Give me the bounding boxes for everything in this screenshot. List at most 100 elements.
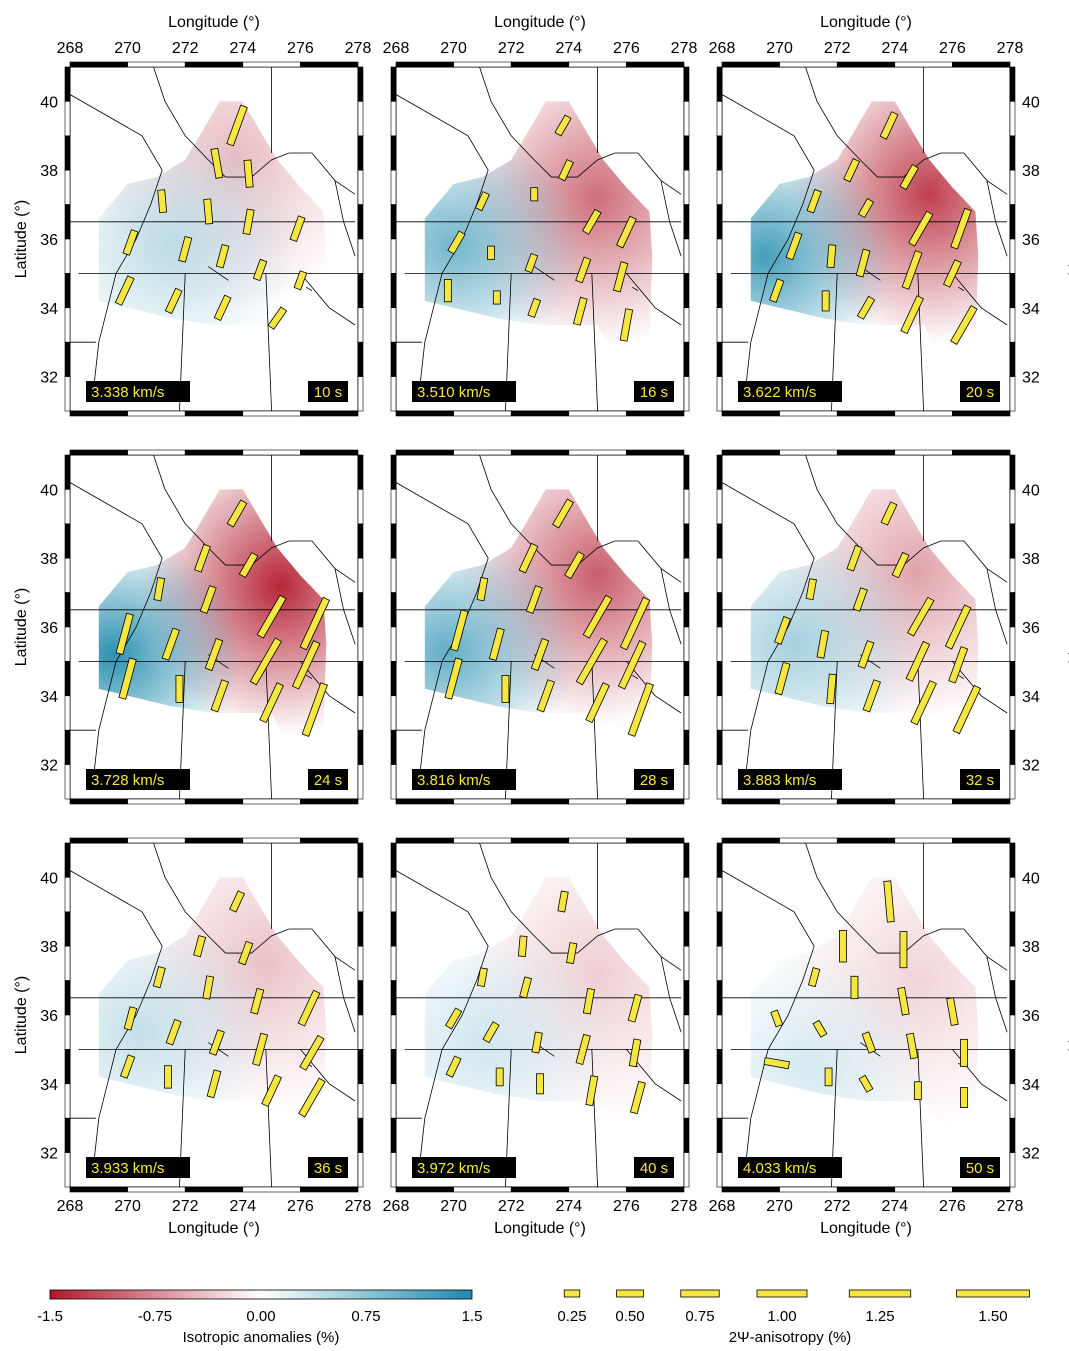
colorbar-title: Isotropic anomalies (%) xyxy=(183,1329,340,1346)
anisotropy-bar xyxy=(527,297,542,318)
frame-segment xyxy=(390,1083,397,1119)
x-tick-label: 270 xyxy=(440,40,467,57)
anisotropy-bar xyxy=(202,975,215,1000)
anisotropy-bar xyxy=(447,230,466,255)
anisotropy-bar xyxy=(612,261,629,293)
period-label: 40 s xyxy=(640,1160,668,1177)
frame-segment xyxy=(779,410,838,417)
period-label-box xyxy=(634,381,674,402)
frame-segment xyxy=(716,729,723,765)
y-tick-label: 40 xyxy=(40,94,58,111)
anisotropy-bar xyxy=(299,1034,325,1071)
frame-segment xyxy=(390,911,397,947)
frame-segment xyxy=(64,592,71,628)
frame-segment xyxy=(683,911,690,947)
frame-segment xyxy=(453,410,512,417)
anisotropy-bar xyxy=(115,612,134,655)
anisotropy-bar xyxy=(627,993,643,1023)
anisotropy-bar xyxy=(899,931,908,969)
y-tick-label: 38 xyxy=(40,939,58,956)
frame-segment xyxy=(357,101,364,137)
map-frame-checker xyxy=(64,837,364,1193)
frame-segment xyxy=(716,557,723,593)
period-label: 20 s xyxy=(966,384,994,401)
velocity-label-box xyxy=(412,381,516,402)
anisotropy-bar xyxy=(178,235,193,263)
border-line xyxy=(626,661,682,714)
anisotropy-bar xyxy=(554,114,572,137)
frame-segment xyxy=(1009,1014,1016,1050)
border-line xyxy=(265,1049,272,1187)
frame-segment xyxy=(390,1049,397,1085)
x-axis-title: Longitude (°) xyxy=(494,1220,586,1237)
velocity-label: 3.622 km/s xyxy=(743,384,816,401)
anisotropy-bar xyxy=(566,942,578,965)
anisotropy-legend-bar xyxy=(616,1289,644,1298)
anisotropy-legend-bar xyxy=(563,1289,581,1298)
frame-segment xyxy=(390,341,397,377)
frame-segment xyxy=(357,729,364,765)
anisotropy-bar xyxy=(250,987,265,1015)
anisotropy-bar xyxy=(242,208,255,236)
frame-segment xyxy=(1009,66,1016,102)
border-line xyxy=(986,568,1008,645)
frame-segment xyxy=(1009,911,1016,947)
frame-segment xyxy=(683,204,690,240)
anisotropy-bar xyxy=(616,215,637,249)
anisotropy-bar xyxy=(858,1074,874,1093)
anisotropy-bar xyxy=(531,1031,543,1054)
map-frame-checker xyxy=(716,61,1016,417)
anisotropy-bar xyxy=(243,159,254,188)
anisotropy-bar xyxy=(816,629,830,659)
frame-segment xyxy=(683,238,690,274)
anisotropy-bar xyxy=(518,542,539,574)
x-tick-label: 274 xyxy=(555,40,582,57)
frame-segment xyxy=(1009,980,1016,1016)
anisotropy-bar xyxy=(850,975,859,1000)
y-axis-title: Latitude (°) xyxy=(13,200,30,278)
frame-segment xyxy=(390,238,397,274)
frame-segment xyxy=(69,837,128,844)
anisotropy-bar xyxy=(901,250,923,290)
anisotropy-bar xyxy=(826,244,837,269)
frame-segment xyxy=(952,449,1011,456)
anisotropy-bar xyxy=(582,208,602,235)
anisotropy-bar xyxy=(826,673,837,705)
frame-segment xyxy=(69,61,128,68)
anisotropy-bar xyxy=(769,278,785,303)
anisotropy-bar xyxy=(210,679,229,713)
fast-anomaly xyxy=(750,946,939,1126)
frame-segment xyxy=(300,837,359,844)
anisotropy-legend-bar xyxy=(756,1289,808,1298)
x-axis-title: Longitude (°) xyxy=(820,14,912,31)
border-line xyxy=(957,674,965,679)
x-tick-label: 268 xyxy=(383,1198,410,1215)
frame-segment xyxy=(184,798,244,805)
x-tick-label: 278 xyxy=(671,40,698,57)
x-tick-label: 276 xyxy=(287,1198,314,1215)
frame-segment xyxy=(242,837,301,844)
frame-segment xyxy=(300,410,359,417)
frame-segment xyxy=(453,837,512,844)
frame-segment xyxy=(510,837,570,844)
anisotropy-bar xyxy=(557,159,574,182)
map-panel: 3.816 km/s 28 s xyxy=(390,449,690,805)
velocity-label: 3.728 km/s xyxy=(91,772,164,789)
frame-segment xyxy=(721,837,780,844)
border-line xyxy=(153,455,290,566)
frame-segment xyxy=(1009,945,1016,981)
frame-segment xyxy=(390,729,397,765)
frame-segment xyxy=(683,273,690,309)
frame-segment xyxy=(357,273,364,309)
colorbar-tick-label: -0.75 xyxy=(138,1308,172,1325)
anisotropy-bar xyxy=(261,1074,282,1108)
frame-segment xyxy=(1009,307,1016,343)
frame-segment xyxy=(1009,695,1016,731)
frame-segment xyxy=(716,661,723,697)
anisotropy-bar xyxy=(891,551,910,579)
frame-segment xyxy=(1009,557,1016,593)
anisotropy-bar xyxy=(152,966,166,989)
anisotropy-bar xyxy=(807,967,821,988)
frame-segment xyxy=(300,449,359,456)
frame-segment xyxy=(568,837,627,844)
